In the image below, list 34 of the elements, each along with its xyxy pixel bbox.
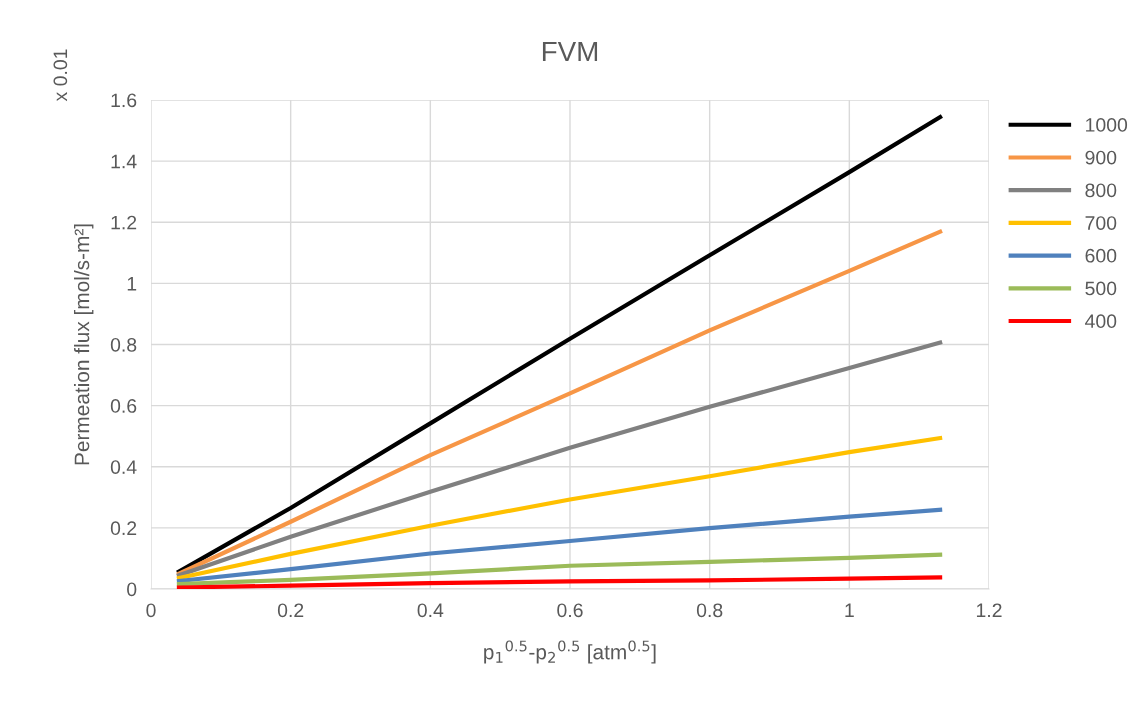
line-series <box>176 575 943 589</box>
legend-label: 400 <box>1085 314 1117 329</box>
y-axis-title: Permeation flux [mol/s-m²] <box>74 224 94 465</box>
x-tick-label: 1.2 <box>976 603 1002 617</box>
x-tick-label: 0 <box>146 603 156 618</box>
legend-label: 600 <box>1085 248 1117 263</box>
y-tick-label: 0.4 <box>110 460 137 474</box>
line-series <box>176 229 943 576</box>
y-tick-label: 1.2 <box>111 215 137 230</box>
line-series <box>176 552 943 587</box>
y-tick-label: 0.2 <box>110 521 137 536</box>
line-series <box>176 115 943 574</box>
y-tick-label: 1.6 <box>111 93 137 108</box>
x-tick-label: 0.8 <box>696 603 723 618</box>
x-tick-label: 0.6 <box>557 603 583 618</box>
legend-label: 900 <box>1085 150 1117 165</box>
text: x 0.01 <box>53 49 68 102</box>
x-tick-label: 0.2 <box>277 603 304 618</box>
legend-label: 700 <box>1085 216 1117 230</box>
y-tick-label: 1.4 <box>111 154 137 169</box>
line-series <box>176 507 943 584</box>
line-series <box>176 435 943 581</box>
y-tick-label: 1 <box>127 277 137 291</box>
legend-label: 1000 <box>1086 118 1128 132</box>
y-tick-label: 0.8 <box>110 337 137 352</box>
y-tick-label: 0 <box>127 582 137 597</box>
x-tick-label: 1 <box>845 603 854 617</box>
x-tick-label: 0.4 <box>417 603 444 618</box>
text: p$_{1}$$^{0.5}$-p$_{2}$$^{0.5}$ [atm$^{0.5}$] <box>484 640 656 664</box>
legend-label: 500 <box>1085 281 1117 296</box>
legend-label: 800 <box>1085 183 1117 198</box>
y-tick-label: 0.6 <box>110 399 137 413</box>
chart-title: FVM <box>542 42 598 62</box>
line-series <box>176 340 943 578</box>
